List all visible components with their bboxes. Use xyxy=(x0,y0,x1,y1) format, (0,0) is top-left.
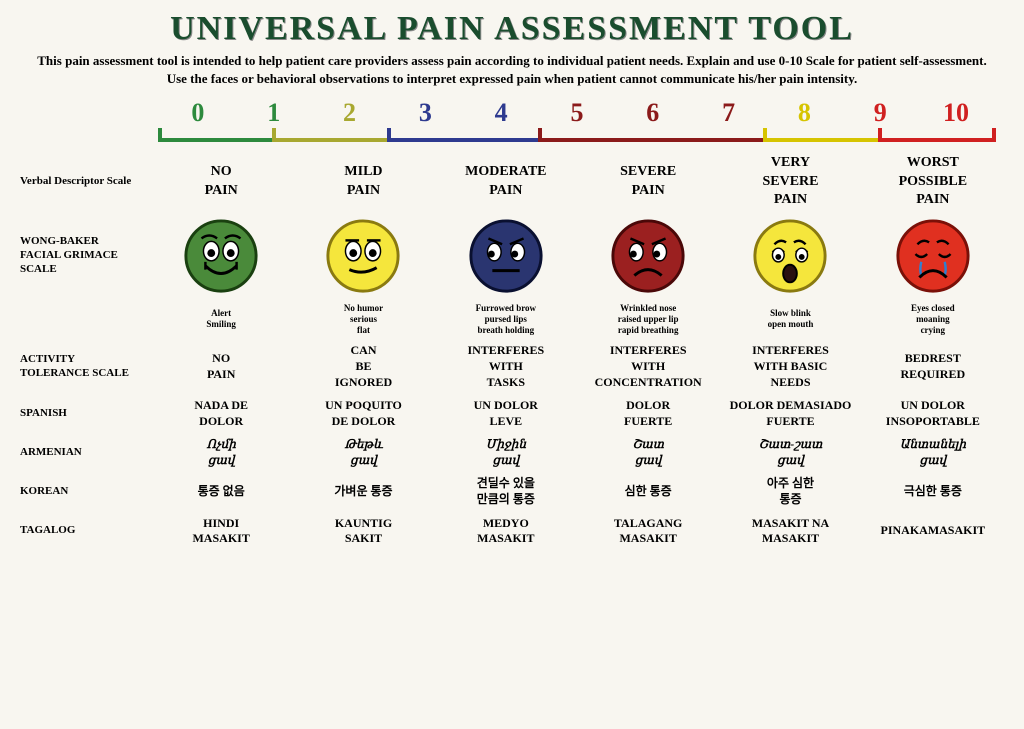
grid-cell: UN DOLOR LEVE xyxy=(435,398,577,429)
grid-cell: Wrinkled nose raised upper lip rapid bre… xyxy=(577,303,719,335)
grid-cell: Eyes closed moaning crying xyxy=(862,303,1004,335)
grid-cell: MEDYO MASAKIT xyxy=(435,516,577,547)
row-label: TAGALOG xyxy=(20,524,150,538)
row-label: KOREAN xyxy=(20,485,150,499)
scale-number: 10 xyxy=(918,98,994,128)
row-label: SPANISH xyxy=(20,407,150,421)
grid-cell: Slow blink open mouth xyxy=(719,308,861,330)
grid-cell: INTERFERES WITH CONCENTRATION xyxy=(577,343,719,390)
scale-brackets xyxy=(150,128,1004,146)
scale-number: 6 xyxy=(615,98,691,128)
grid-cell: INTERFERES WITH TASKS xyxy=(435,343,577,390)
scale-number: 2 xyxy=(312,98,388,128)
grid-cell: MODERATE PAIN xyxy=(435,163,577,199)
scale-number: 7 xyxy=(691,98,767,128)
grid-cell: MILD PAIN xyxy=(292,163,434,199)
scale-bracket xyxy=(878,128,996,142)
grid-cell: INTERFERES WITH BASIC NEEDS xyxy=(719,343,861,390)
grid-cell: HINDI MASAKIT xyxy=(150,516,292,547)
scale-bracket xyxy=(387,128,542,142)
pain-grid: Verbal Descriptor ScaleNO PAINMILD PAINM… xyxy=(20,154,1004,546)
grid-cell: WORST POSSIBLE PAIN xyxy=(862,154,1004,209)
grid-cell: BEDREST REQUIRED xyxy=(862,351,1004,382)
grid-cell: NO PAIN xyxy=(150,163,292,199)
scale-bracket xyxy=(763,128,881,142)
grid-cell: NADA DE DOLOR xyxy=(150,398,292,429)
scale-number: 9 xyxy=(842,98,918,128)
grid-cell: Շատ-շատ ցավ xyxy=(719,437,861,468)
row-label: Verbal Descriptor Scale xyxy=(20,175,150,189)
grid-cell: MASAKIT NA MASAKIT xyxy=(719,516,861,547)
grid-cell: CAN BE IGNORED xyxy=(292,343,434,390)
grid-cell: UN DOLOR INSOPORTABLE xyxy=(862,398,1004,429)
scale-number: 3 xyxy=(387,98,463,128)
row-label: ARMENIAN xyxy=(20,446,150,460)
grid-cell: TALAGANG MASAKIT xyxy=(577,516,719,547)
grid-cell: 심한 통증 xyxy=(577,484,719,500)
grid-cell: 가벼운 통증 xyxy=(292,484,434,500)
grid-cell: No humor serious flat xyxy=(292,303,434,335)
scale-number: 5 xyxy=(539,98,615,128)
grid-cell: VERY SEVERE PAIN xyxy=(719,154,861,209)
pain-face-icon xyxy=(719,217,861,295)
scale-numbers-row: 012345678910 xyxy=(150,98,1004,128)
grid-cell: 견딜수 있을 만큼의 통증 xyxy=(435,476,577,507)
grid-cell: Միջին ցավ xyxy=(435,437,577,468)
grid-cell: SEVERE PAIN xyxy=(577,163,719,199)
row-label: ACTIVITY TOLERANCE SCALE xyxy=(20,353,150,381)
scale-number: 8 xyxy=(767,98,843,128)
pain-face-icon xyxy=(862,217,1004,295)
scale-number: 0 xyxy=(160,98,236,128)
scale-bracket xyxy=(272,128,390,142)
grid-cell: Alert Smiling xyxy=(150,308,292,330)
grid-cell: PINAKAMASAKIT xyxy=(862,523,1004,539)
row-label: WONG-BAKER FACIAL GRIMACE SCALE xyxy=(20,235,150,276)
grid-cell: DOLOR DEMASIADO FUERTE xyxy=(719,398,861,429)
grid-cell: Ոչմի ցավ xyxy=(150,437,292,468)
grid-cell: Շատ ցավ xyxy=(577,437,719,468)
main-title: UNIVERSAL PAIN ASSESSMENT TOOL xyxy=(20,10,1004,48)
grid-cell: KAUNTIG SAKIT xyxy=(292,516,434,547)
scale-number: 4 xyxy=(463,98,539,128)
grid-cell: 아주 심한 통증 xyxy=(719,476,861,507)
grid-cell: DOLOR FUERTE xyxy=(577,398,719,429)
grid-cell: UN POQUITO DE DOLOR xyxy=(292,398,434,429)
grid-cell: 통증 없음 xyxy=(150,484,292,500)
pain-face-icon xyxy=(150,217,292,295)
grid-cell: 극심한 통증 xyxy=(862,484,1004,500)
scale-bracket xyxy=(538,128,767,142)
subtitle: This pain assessment tool is intended to… xyxy=(20,52,1004,88)
scale-number: 1 xyxy=(236,98,312,128)
grid-cell: Անտանելի ցավ xyxy=(862,437,1004,468)
grid-cell: Furrowed brow pursed lips breath holding xyxy=(435,303,577,335)
pain-face-icon xyxy=(577,217,719,295)
pain-face-icon xyxy=(435,217,577,295)
pain-face-icon xyxy=(292,217,434,295)
scale-bracket xyxy=(158,128,276,142)
grid-cell: Թեթև ցավ xyxy=(292,437,434,468)
grid-cell: NO PAIN xyxy=(150,351,292,382)
